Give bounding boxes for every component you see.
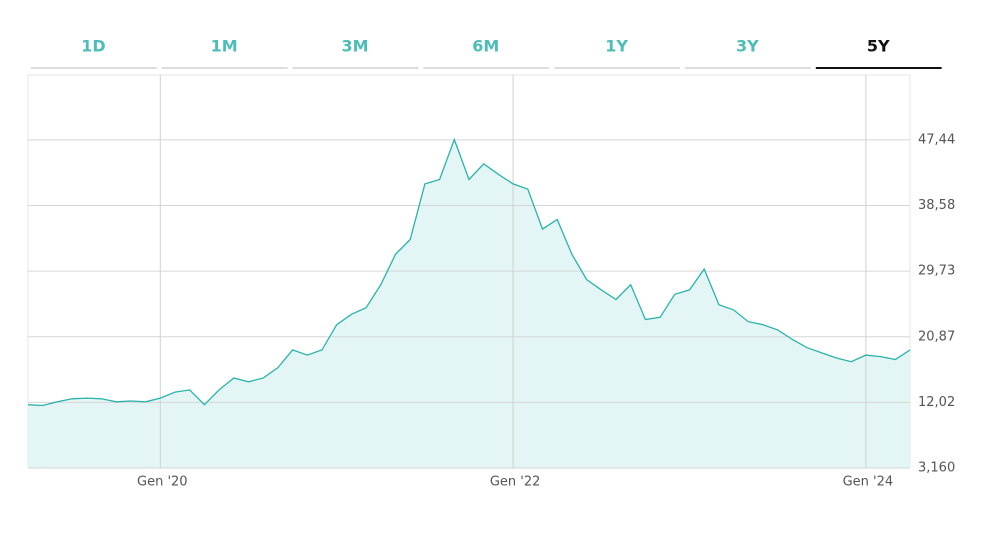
time-range-tab[interactable]: 6M: [472, 37, 499, 56]
time-range-tab[interactable]: 1D: [81, 37, 105, 56]
time-range-tab[interactable]: 3Y: [736, 37, 759, 56]
y-tick-label: 12,02: [918, 395, 955, 410]
price-line: [27, 137, 911, 407]
area-fill: [28, 139, 910, 468]
x-tick-label: Gen '22: [490, 475, 541, 490]
x-tick-label: Gen '20: [137, 475, 188, 490]
time-range-tab[interactable]: 1M: [211, 37, 238, 56]
time-range-tab[interactable]: 3M: [341, 37, 368, 56]
y-tick-label: 47,44: [918, 132, 955, 147]
time-range-tab[interactable]: 1Y: [605, 37, 628, 56]
time-range-tab[interactable]: 5Y: [867, 37, 890, 56]
x-tick-label: Gen '24: [843, 475, 894, 490]
y-tick-label: 38,58: [918, 198, 955, 213]
y-tick-label: 29,73: [918, 264, 955, 279]
y-tick-label: 3,160: [918, 461, 955, 476]
y-tick-label: 20,87: [918, 329, 955, 344]
